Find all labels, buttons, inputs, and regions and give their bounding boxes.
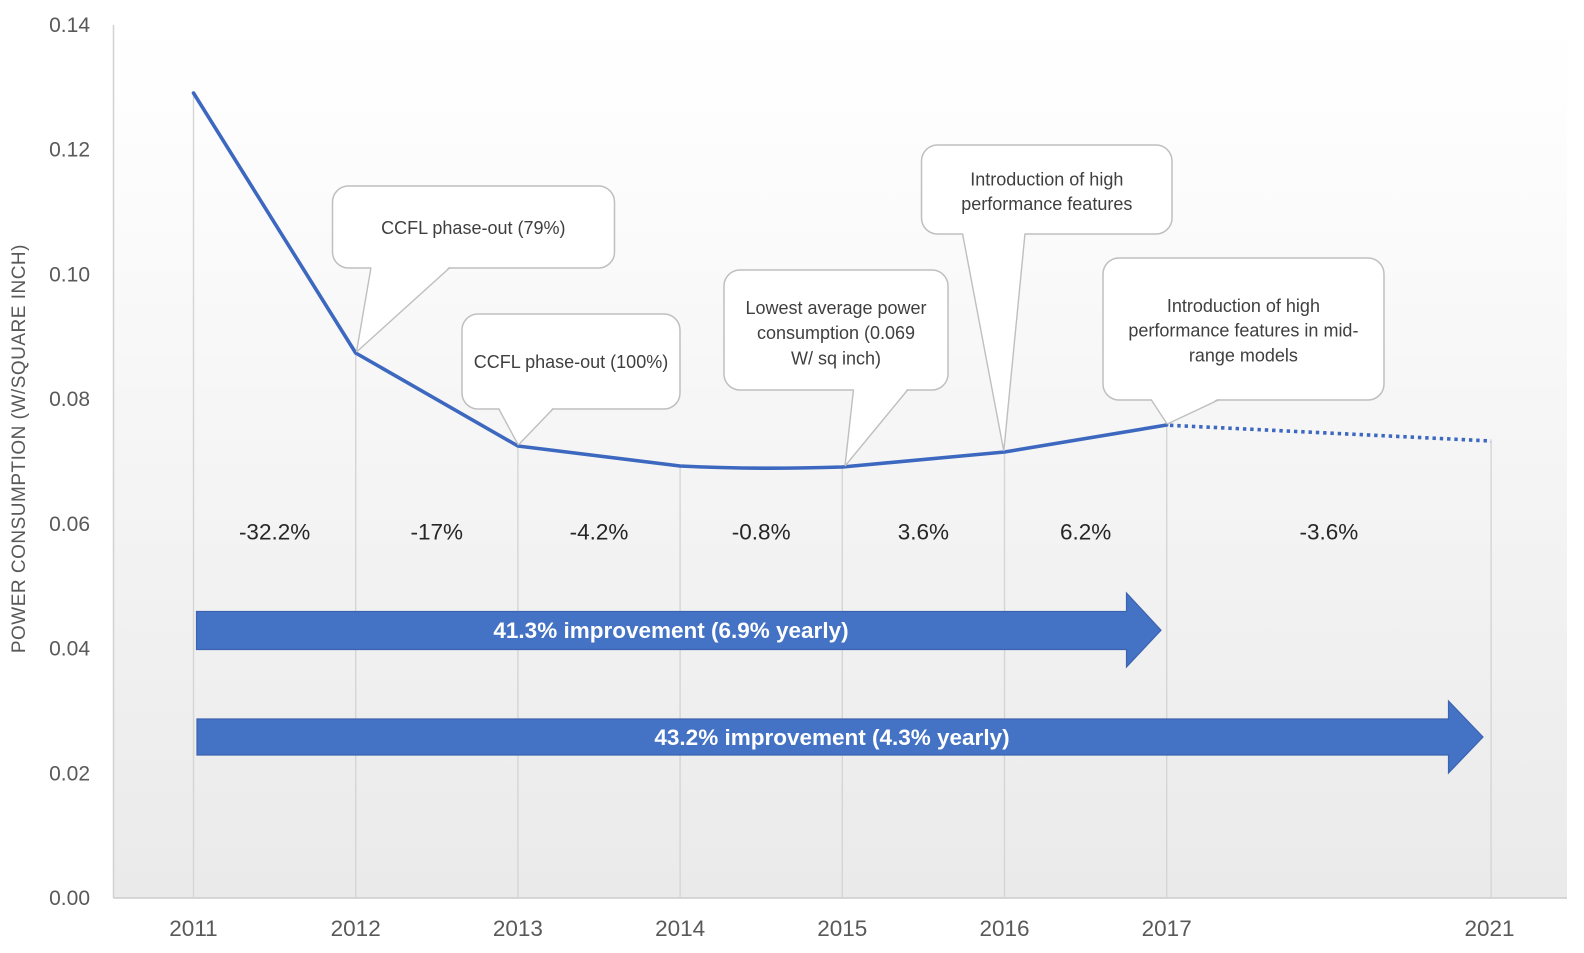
svg-text:POWER CONSUMPTION (W/SQUARE IN: POWER CONSUMPTION (W/SQUARE INCH) bbox=[9, 244, 30, 653]
svg-text:-3.6%: -3.6% bbox=[1300, 520, 1359, 545]
svg-text:CCFL phase-out (100%): CCFL phase-out (100%) bbox=[474, 352, 668, 372]
svg-text:performance features: performance features bbox=[961, 194, 1132, 214]
svg-text:CCFL phase-out (79%): CCFL phase-out (79%) bbox=[381, 218, 565, 238]
svg-text:-32.2%: -32.2% bbox=[239, 520, 310, 545]
svg-text:6.2%: 6.2% bbox=[1060, 520, 1111, 545]
svg-text:-17%: -17% bbox=[411, 520, 464, 545]
svg-text:-0.8%: -0.8% bbox=[732, 520, 791, 545]
svg-text:consumption (0.069: consumption (0.069 bbox=[757, 323, 915, 343]
svg-text:0.02: 0.02 bbox=[49, 762, 90, 785]
svg-text:-4.2%: -4.2% bbox=[570, 520, 629, 545]
svg-text:43.2% improvement (4.3% yearly: 43.2% improvement (4.3% yearly) bbox=[654, 725, 1009, 750]
svg-text:2013: 2013 bbox=[493, 916, 543, 941]
svg-text:0.00: 0.00 bbox=[49, 887, 90, 910]
svg-text:2021: 2021 bbox=[1464, 916, 1514, 941]
svg-text:0.06: 0.06 bbox=[49, 513, 90, 536]
svg-text:performance features in mid-: performance features in mid- bbox=[1128, 321, 1358, 341]
svg-text:0.14: 0.14 bbox=[49, 14, 90, 37]
svg-text:3.6%: 3.6% bbox=[898, 520, 949, 545]
svg-text:0.04: 0.04 bbox=[49, 638, 90, 661]
svg-text:0.10: 0.10 bbox=[49, 263, 90, 286]
svg-text:2015: 2015 bbox=[817, 916, 867, 941]
svg-text:0.08: 0.08 bbox=[49, 388, 90, 411]
svg-text:W/ sq inch): W/ sq inch) bbox=[791, 349, 881, 369]
svg-text:0.12: 0.12 bbox=[49, 139, 90, 162]
svg-text:Introduction of high: Introduction of high bbox=[970, 170, 1123, 190]
svg-text:41.3% improvement (6.9% yearly: 41.3% improvement (6.9% yearly) bbox=[493, 618, 848, 643]
svg-text:2011: 2011 bbox=[169, 916, 217, 941]
svg-text:Introduction of high: Introduction of high bbox=[1167, 296, 1320, 316]
svg-text:range models: range models bbox=[1189, 346, 1298, 366]
svg-text:Lowest average power: Lowest average power bbox=[745, 298, 926, 318]
svg-text:2016: 2016 bbox=[979, 916, 1029, 941]
svg-text:2017: 2017 bbox=[1142, 916, 1192, 941]
svg-text:2012: 2012 bbox=[331, 916, 381, 941]
svg-text:2014: 2014 bbox=[655, 916, 705, 941]
